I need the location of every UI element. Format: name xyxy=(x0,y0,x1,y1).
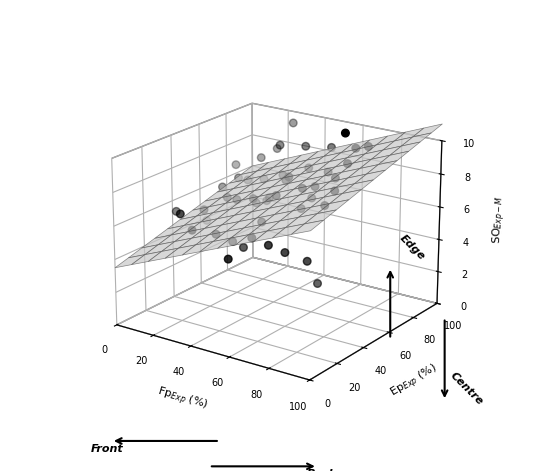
X-axis label: Fp$_{Exp}$ (%): Fp$_{Exp}$ (%) xyxy=(155,384,210,414)
Text: Front: Front xyxy=(91,444,124,454)
Text: Back: Back xyxy=(307,469,337,471)
Y-axis label: Ep$_{Exp}$ (%): Ep$_{Exp}$ (%) xyxy=(387,361,441,402)
Text: Centre: Centre xyxy=(448,370,485,406)
Text: Edge: Edge xyxy=(398,233,426,261)
